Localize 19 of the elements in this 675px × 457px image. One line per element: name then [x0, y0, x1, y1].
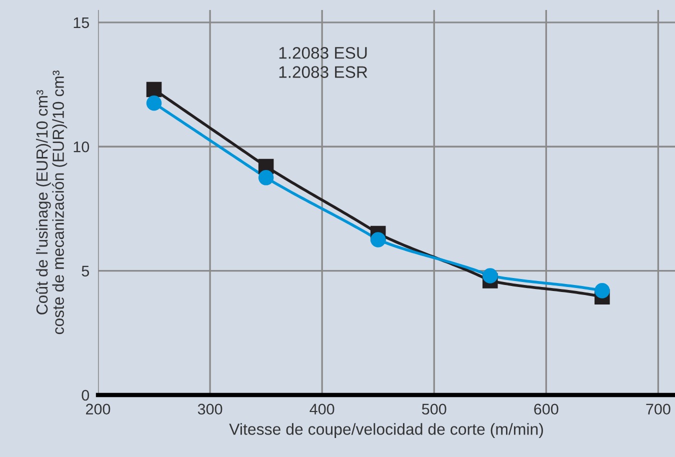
- point: [482, 268, 498, 284]
- y-tick-label: 10: [74, 141, 90, 152]
- x-tick-label: 400: [310, 404, 334, 415]
- x-tick-label: 600: [534, 404, 558, 415]
- y-tick-label: 5: [82, 266, 90, 276]
- x-tick-label: 300: [198, 404, 222, 415]
- x-axis-title: Vitesse de coupe/velocidad de corte (m/min): [229, 423, 543, 438]
- point: [146, 96, 162, 111]
- annotation: 1.2083 ESU 1.2083 ESR: [279, 46, 368, 78]
- point: [370, 232, 386, 248]
- x-tick-label: 500: [422, 404, 446, 415]
- y-axis-title: Coût de l’usinage (EUR)/10 cm³ coste de mecanización (EUR)/10 cm³: [36, 70, 68, 334]
- x-tick-label: 200: [86, 404, 110, 415]
- y-tick-label: 0: [82, 390, 90, 401]
- y-tick-label: 15: [74, 17, 90, 28]
- x-tick-label: 700: [646, 404, 670, 415]
- point: [146, 82, 162, 98]
- point: [594, 283, 610, 298]
- point: [258, 170, 274, 186]
